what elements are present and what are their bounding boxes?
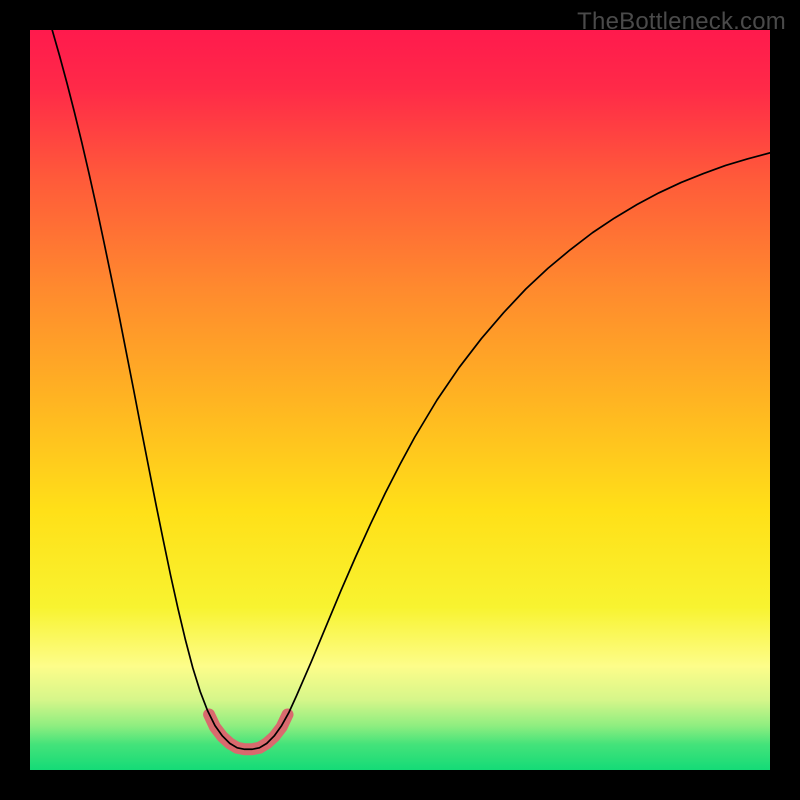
chart-stage: TheBottleneck.com: [0, 0, 800, 800]
watermark-text: TheBottleneck.com: [577, 8, 786, 36]
chart-gradient-background: [30, 30, 770, 770]
bottleneck-chart-svg: [0, 0, 800, 800]
